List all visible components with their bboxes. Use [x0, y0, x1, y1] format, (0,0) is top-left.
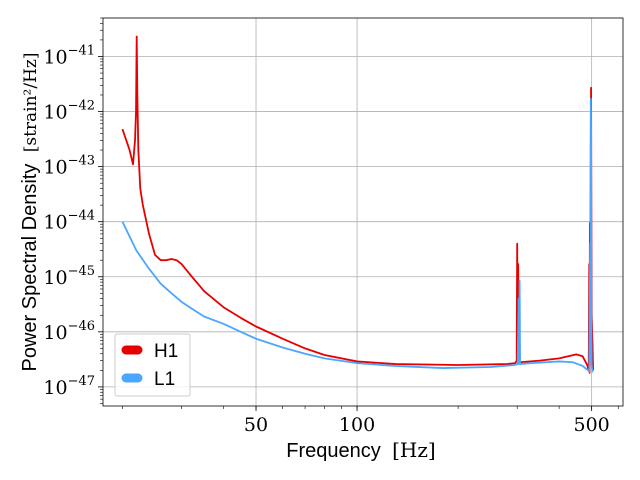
- legend-label-l1: L1: [154, 369, 175, 390]
- series-layer: [121, 35, 594, 374]
- y-ticks: 10−41 10−42 10−43 10−44 10−45 10−46 10−47: [43, 17, 103, 404]
- series-line-l1: [121, 97, 594, 373]
- y-tick-label: 10−42: [43, 99, 95, 124]
- grid: [103, 18, 623, 406]
- y-tick-label: 10−45: [43, 264, 95, 289]
- series-line-h1: [121, 35, 594, 374]
- x-axis-label-text: Frequency: [286, 440, 381, 462]
- legend-label-h1: H1: [154, 341, 178, 362]
- x-axis-label-unit: [Hz]: [392, 438, 436, 462]
- y-tick-label: 10−43: [43, 154, 95, 179]
- y-tick-label: 10−44: [43, 209, 95, 234]
- x-axis-label: Frequency [Hz]: [286, 438, 435, 462]
- y-tick-label: 10−46: [43, 319, 95, 344]
- y-tick-label: 10−47: [43, 374, 95, 399]
- y-tick-label: 10−41: [43, 43, 95, 68]
- y-axis-label: Power Spectral Density [strain²/Hz]: [17, 52, 41, 371]
- x-tick-label: 100: [339, 414, 375, 436]
- x-tick-label: 500: [574, 414, 610, 436]
- plot-frame: [102, 17, 624, 407]
- x-tick-label: 50: [244, 414, 268, 436]
- legend-box: [114, 333, 191, 397]
- y-axis-label-unit: [strain²/Hz]: [21, 52, 41, 152]
- x-ticks: 50 100 500: [122, 406, 619, 436]
- y-axis-label-text: Power Spectral Density: [19, 164, 41, 372]
- legend: H1 L1: [114, 333, 191, 397]
